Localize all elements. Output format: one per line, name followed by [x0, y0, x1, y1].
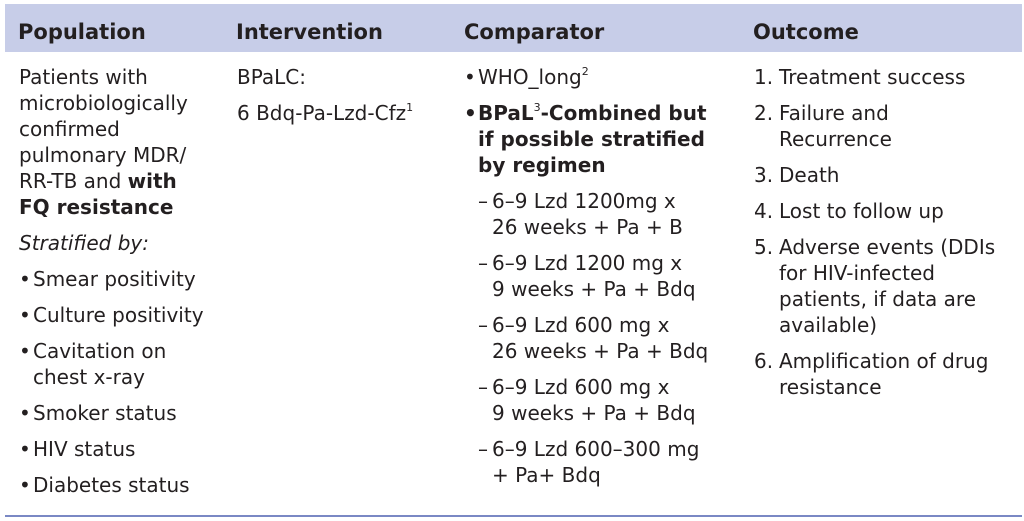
population-emphasis: FQ resistance [19, 195, 174, 219]
dash-marker: – [478, 251, 488, 275]
header-population: Population [18, 20, 146, 44]
dash-marker: – [478, 375, 488, 399]
population-emphasis: with [127, 169, 177, 193]
outcome-item: 1. Treatment success [754, 64, 1019, 90]
population-line: confirmed [19, 117, 120, 141]
comparator-regimen: – 6–9 Lzd 1200mg x 26 weeks + Pa + B [464, 188, 734, 240]
stratifier-item: Culture positivity [19, 302, 229, 328]
footnote-marker: 3 [533, 101, 541, 115]
regimen-line: 6–9 Lzd 600 mg x [492, 313, 670, 337]
regimen-line: 6–9 Lzd 1200mg x [492, 189, 676, 213]
comparator-regimen: – 6–9 Lzd 600 mg x 26 weeks + Pa + Bdq [464, 312, 734, 364]
outcome-line: patients, if data are [779, 287, 977, 311]
intervention-cell: BPaLC: 6 Bdq-Pa-Lzd-Cfz1 [237, 64, 447, 126]
outcome-line: Treatment success [779, 65, 966, 89]
comparator-bpal-text: by regimen [478, 153, 606, 177]
outcome-number: 4. [754, 199, 774, 223]
regimen-line: 9 weeks + Pa + Bdq [492, 401, 696, 425]
regimen-line: 6–9 Lzd 600 mg x [492, 375, 670, 399]
outcome-item: 4. Lost to follow up [754, 198, 1019, 224]
intervention-regimen-text: 6 Bdq-Pa-Lzd-Cfz [237, 101, 407, 125]
outcome-item: 2. Failure and Recurrence [754, 100, 1019, 152]
dash-marker: – [478, 313, 488, 337]
population-line: microbiologically [19, 91, 188, 115]
stratified-label: Stratified by: [19, 231, 149, 255]
outcome-line: available) [779, 313, 878, 337]
outcome-item: 5. Adverse events (DDIs for HIV-infected… [754, 234, 1019, 338]
stratifier-item: Diabetes status [19, 472, 229, 498]
footnote-marker: 1 [406, 101, 414, 115]
header-intervention: Intervention [236, 20, 383, 44]
stratifier-item-continued: chest x-ray [33, 365, 145, 389]
outcome-item: 3. Death [754, 162, 1019, 188]
stratifier-item: HIV status [19, 436, 229, 462]
population-line: Patients with [19, 65, 148, 89]
footnote-marker: 2 [581, 65, 589, 79]
comparator-regimen: – 6–9 Lzd 1200 mg x 9 weeks + Pa + Bdq [464, 250, 734, 302]
intervention-name: BPaLC: [237, 65, 306, 89]
comparator-cell: WHO_long2 BPaL3-Combined but if possible… [464, 64, 734, 488]
outcome-line: Recurrence [779, 127, 892, 151]
population-text: RR-TB and [19, 169, 128, 193]
dash-marker: – [478, 437, 488, 461]
stratifier-item: Cavitation on [19, 338, 229, 364]
header-outcome: Outcome [753, 20, 859, 44]
outcome-line: Lost to follow up [779, 199, 944, 223]
outcome-number: 5. [754, 235, 774, 259]
table-header: Population Intervention Comparator Outco… [5, 4, 1022, 52]
regimen-line: + Pa+ Bdq [492, 463, 601, 487]
dash-marker: – [478, 189, 488, 213]
outcome-line: resistance [779, 375, 882, 399]
outcome-line: Amplification of drug [779, 349, 989, 373]
comparator-regimen: – 6–9 Lzd 600–300 mg + Pa+ Bdq [464, 436, 734, 488]
outcome-line: Failure and [779, 101, 889, 125]
outcome-line: for HIV-infected [779, 261, 935, 285]
header-comparator: Comparator [464, 20, 605, 44]
comparator-who: WHO_long2 [464, 64, 734, 90]
stratifier-item: Smoker status [19, 400, 229, 426]
comparator-bpal-name: BPaL [478, 101, 534, 125]
outcome-line: Death [779, 163, 840, 187]
population-line: RR-TB and with [19, 168, 229, 194]
population-line: pulmonary MDR/ [19, 143, 187, 167]
comparator-bpal: BPaL3-Combined but if possible stratifie… [464, 100, 734, 178]
regimen-line: 6–9 Lzd 600–300 mg [492, 437, 700, 461]
comparator-who-text: WHO_long [478, 65, 582, 89]
outcome-number: 3. [754, 163, 774, 187]
regimen-line: 26 weeks + Pa + Bdq [492, 339, 709, 363]
regimen-line: 26 weeks + Pa + B [492, 215, 683, 239]
regimen-line: 6–9 Lzd 1200 mg x [492, 251, 683, 275]
table-bottom-rule [5, 515, 1022, 517]
outcome-item: 6. Amplification of drug resistance [754, 348, 1019, 400]
comparator-bpal-text: -Combined but [540, 101, 707, 125]
outcome-number: 1. [754, 65, 774, 89]
outcome-cell: 1. Treatment success 2. Failure and Recu… [754, 64, 1019, 400]
outcome-number: 6. [754, 349, 774, 373]
regimen-line: 9 weeks + Pa + Bdq [492, 277, 696, 301]
population-cell: Patients with microbiologically confirme… [19, 64, 229, 498]
outcome-number: 2. [754, 101, 774, 125]
stratifier-item: Smear positivity [19, 266, 229, 292]
comparator-bpal-text: if possible stratified [478, 127, 705, 151]
intervention-regimen: 6 Bdq-Pa-Lzd-Cfz1 [237, 100, 447, 126]
outcome-line: Adverse events (DDIs [779, 235, 996, 259]
comparator-regimen: – 6–9 Lzd 600 mg x 9 weeks + Pa + Bdq [464, 374, 734, 426]
